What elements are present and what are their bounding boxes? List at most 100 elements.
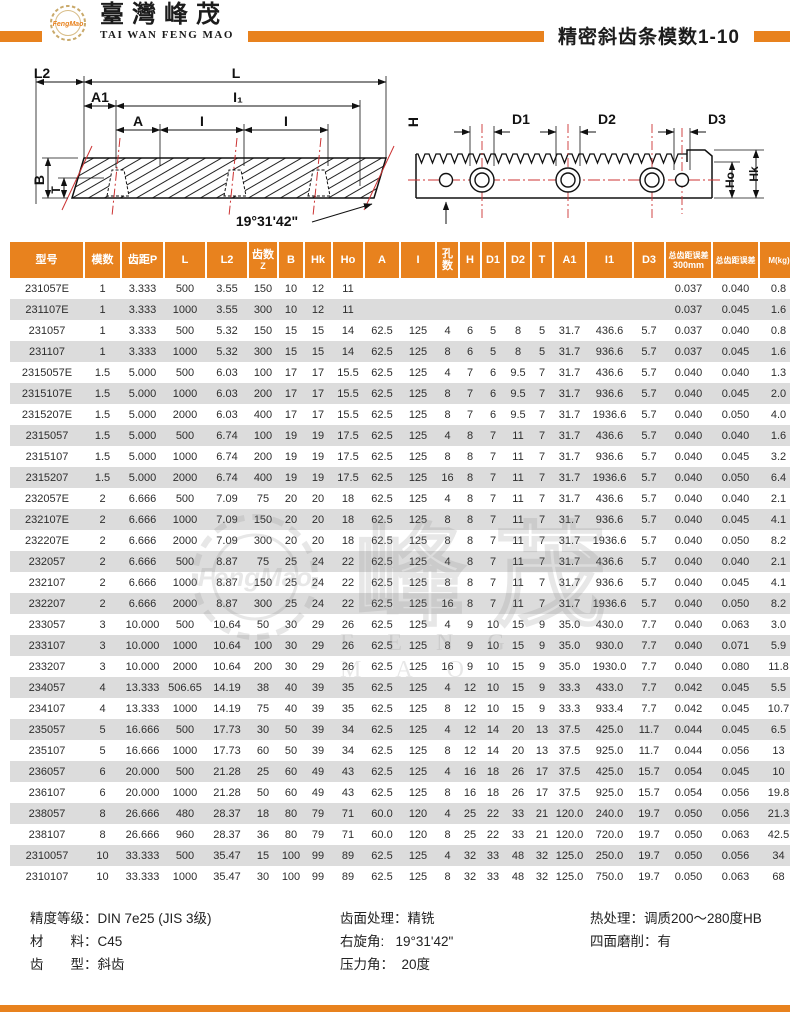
table-cell: 19 — [284, 471, 298, 484]
table-cell: 2315207E — [21, 408, 73, 421]
table-cell: 13 — [535, 744, 549, 757]
table-cell: 2 — [99, 576, 106, 589]
table-row: 2315207 1.5 5.000 2000 6.74 400 19 19 17.5 62.5 12… — [10, 467, 790, 488]
table-cell: 0.042 — [674, 681, 703, 694]
table-cell: 18 — [341, 534, 355, 547]
table-cell: 100 — [281, 870, 301, 883]
table-cell: 0.040 — [674, 471, 703, 484]
table-cell: 425.0 — [595, 765, 624, 778]
table-cell: 5.32 — [216, 324, 238, 337]
table-cell: 15 — [511, 681, 525, 694]
table-cell: 0.063 — [721, 618, 750, 631]
table-cell: 231107E — [25, 303, 69, 316]
table-cell: 17 — [284, 387, 298, 400]
table-cell: 5.7 — [641, 345, 657, 358]
table-cell: 236107 — [28, 786, 66, 799]
table-cell: 7.09 — [216, 534, 238, 547]
table-cell: 125 — [408, 492, 428, 505]
table-cell: 8 — [444, 828, 451, 841]
table-cell: 32 — [463, 849, 477, 862]
table-cell: 7.7 — [641, 681, 657, 694]
table-cell: 20 — [284, 492, 298, 505]
table-cell: 6.5 — [770, 723, 787, 736]
table-cell: 238057 — [28, 807, 66, 820]
table-cell: 0.045 — [721, 702, 750, 715]
table-cell: 0.045 — [721, 765, 750, 778]
table-cell: 31.7 — [558, 471, 581, 484]
spec-table: 型号 模数 齿距P L L2 齿数 Z B Hk Ho A I 孔数 H D1 D2 T A1 I1 D3 总齿距误差 3… — [10, 242, 790, 887]
table-cell: 19 — [284, 450, 298, 463]
table-cell: 0.040 — [721, 324, 750, 337]
table-cell: 9 — [466, 618, 474, 631]
table-cell: 26 — [511, 765, 525, 778]
table-cell: 5 — [489, 345, 497, 358]
spec-line: 右旋角: 19°31'42" — [340, 934, 454, 949]
table-cell: 500 — [175, 849, 195, 862]
table-cell: 1 — [99, 282, 106, 295]
table-cell: 936.6 — [595, 513, 624, 526]
table-cell: 22 — [341, 597, 355, 610]
table-cell: 3.55 — [216, 303, 238, 316]
table-cell: 9 — [538, 702, 546, 715]
table-cell — [364, 278, 400, 299]
table-cell: 120 — [408, 828, 428, 841]
table-cell: 238107 — [28, 828, 66, 841]
table-cell: 9.5 — [510, 366, 526, 379]
table-cell: 62.5 — [371, 324, 393, 337]
table-cell: 5.7 — [641, 366, 657, 379]
table-cell: 6 — [489, 366, 497, 379]
table-cell: 7 — [538, 555, 546, 568]
table-cell: 14 — [486, 723, 500, 736]
table-cell: 5.7 — [641, 576, 657, 589]
table-cell: 30 — [284, 639, 298, 652]
dim-D1: D1 — [512, 111, 530, 127]
table-cell: 17.5 — [337, 450, 359, 463]
table-cell: 125 — [408, 765, 428, 778]
table-cell: 3 — [99, 639, 106, 652]
table-cell: 0.045 — [721, 576, 750, 589]
table-cell: 6 — [489, 408, 497, 421]
table-cell: 11 — [342, 303, 354, 316]
table-row: 2315207E 1.5 5.000 2000 6.03 400 17 17 15.5 62.5 1… — [10, 404, 790, 425]
table-cell: 250.0 — [595, 849, 624, 862]
table-cell: 125 — [408, 534, 428, 547]
table-cell: 1.5 — [94, 450, 111, 463]
table-cell: 0.045 — [721, 303, 750, 316]
table-cell: 4 — [444, 849, 451, 862]
table-cell: 0.056 — [721, 807, 750, 820]
dim-T: T — [49, 186, 63, 194]
table-cell: 16 — [441, 471, 454, 484]
table-cell: 8 — [444, 513, 451, 526]
column-header: D1 — [480, 242, 505, 278]
table-cell: 35 — [341, 681, 355, 694]
table-cell: 5.7 — [641, 387, 657, 400]
table-cell: 37.5 — [558, 786, 581, 799]
table-cell: 6.666 — [128, 513, 157, 526]
table-cell: 1.5 — [94, 429, 111, 442]
table-row: 232107E 2 6.666 1000 7.09 150 20 20 18 62.5 125 8 8 7… — [10, 509, 790, 530]
table-cell — [481, 278, 505, 299]
table-cell: 7 — [466, 387, 474, 400]
table-cell: 32 — [463, 870, 477, 883]
column-header: I — [399, 242, 436, 278]
table-cell: 62.5 — [371, 345, 393, 358]
table-cell: 20 — [284, 513, 298, 526]
table-cell: 0.050 — [721, 534, 750, 547]
table-cell: 15 — [511, 639, 525, 652]
table-cell: 20.000 — [125, 765, 160, 778]
table-cell: 28.37 — [213, 807, 241, 820]
table-cell: 30 — [284, 660, 298, 673]
table-cell: 100 — [253, 639, 273, 652]
table-cell: 17.73 — [213, 723, 241, 736]
column-header: 孔数 — [435, 242, 459, 278]
table-cell: 32 — [535, 849, 549, 862]
table-cell: 62.5 — [371, 492, 393, 505]
table-cell: 233057 — [28, 618, 66, 631]
table-cell: 25 — [284, 597, 298, 610]
table-cell: 7 — [489, 555, 497, 568]
table-cell: 240.0 — [595, 807, 624, 820]
table-cell: 40 — [284, 702, 298, 715]
table-cell: 29 — [311, 660, 325, 673]
column-header: D2 — [504, 242, 531, 278]
table-cell: 7 — [538, 408, 546, 421]
